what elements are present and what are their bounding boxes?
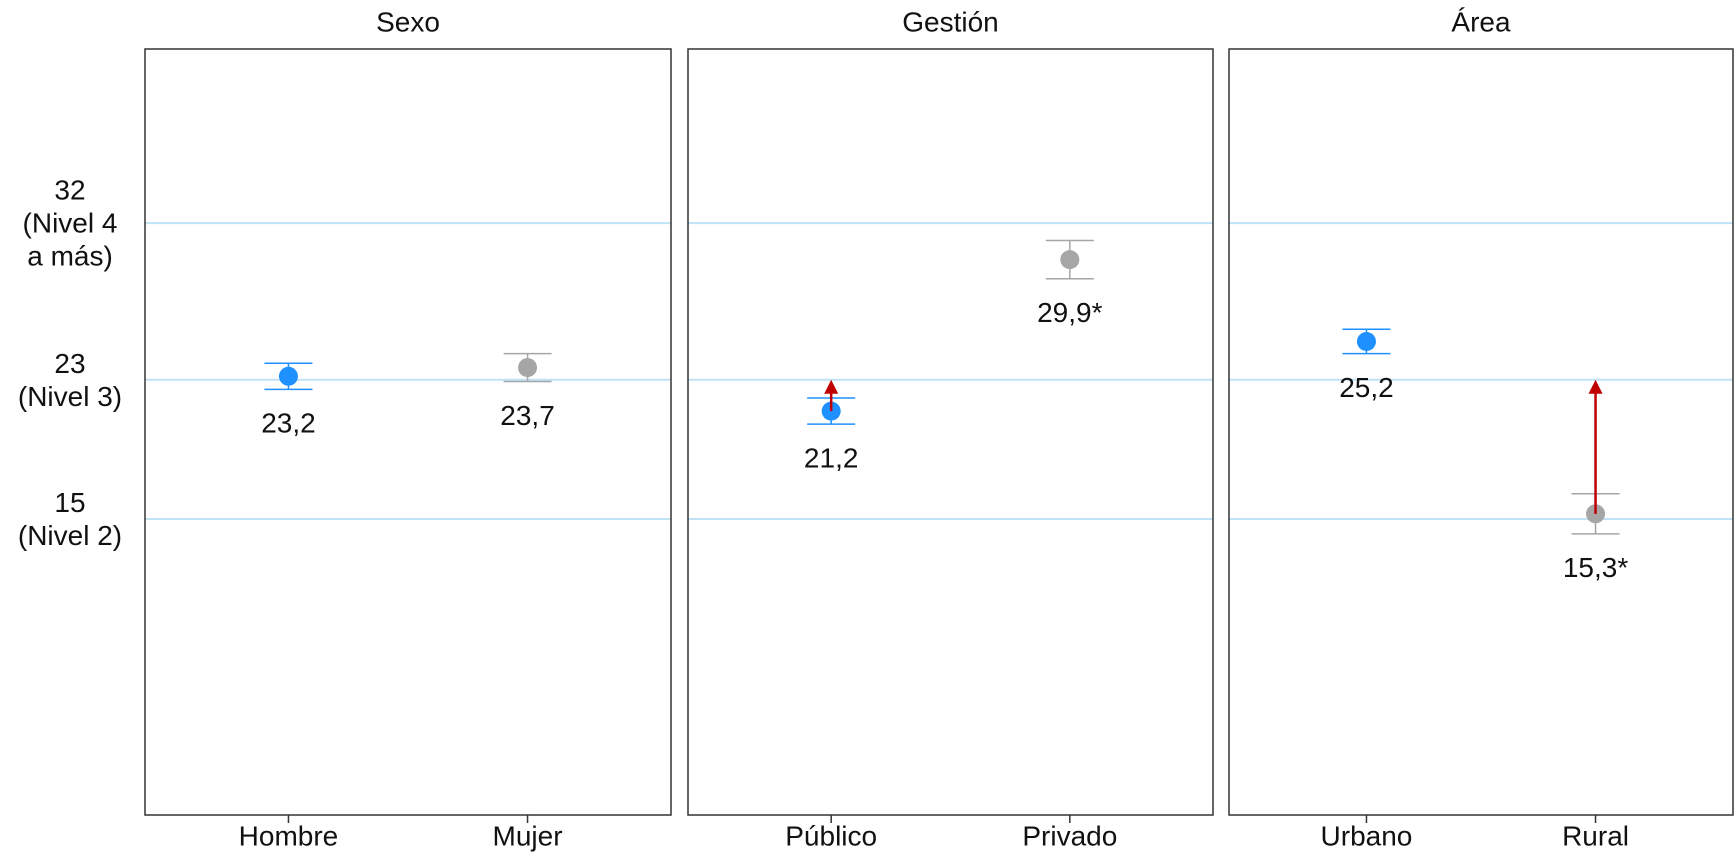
x-tick-label: Hombre	[239, 820, 339, 851]
x-tick-label: Rural	[1562, 820, 1629, 851]
panel-border	[144, 48, 672, 816]
point	[1356, 331, 1376, 351]
value-label: 15,3*	[1563, 552, 1628, 583]
arrow-head	[1588, 379, 1603, 394]
panel-title: Sexo	[376, 6, 440, 37]
y-tick-label: 15 (Nivel 2)	[17, 487, 123, 552]
x-tick-label: Privado	[1022, 820, 1117, 851]
x-tick-label: Urbano	[1321, 820, 1413, 851]
value-label: 29,9*	[1037, 297, 1102, 328]
point	[278, 366, 298, 386]
point	[1060, 250, 1080, 270]
value-label: 25,2	[1339, 372, 1394, 403]
panel-border	[687, 48, 1214, 816]
x-tick-label: Mujer	[493, 820, 563, 851]
y-tick-label: 32 (Nivel 4 a más)	[22, 174, 118, 272]
value-label: 23,2	[261, 408, 316, 439]
arrow-head	[824, 379, 839, 394]
panel-title: Área	[1451, 6, 1511, 37]
point	[518, 358, 538, 378]
panel-border	[1228, 48, 1734, 816]
x-tick-label: Público	[785, 820, 877, 851]
panel-title: Gestión	[902, 6, 999, 37]
value-label: 23,7	[500, 400, 555, 431]
value-label: 21,2	[804, 443, 859, 474]
y-tick-label: 23 (Nivel 3)	[17, 347, 123, 412]
